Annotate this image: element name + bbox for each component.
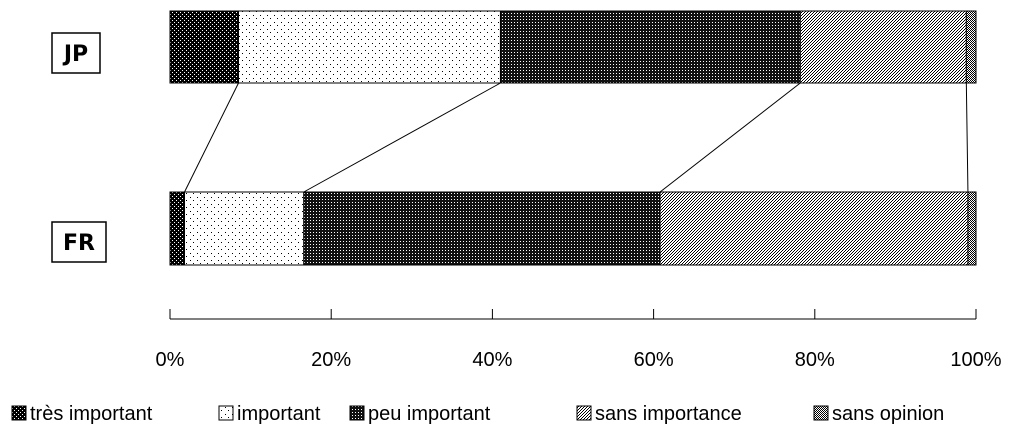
- bar-fr-peu-important: [303, 191, 661, 266]
- legend-swatch-important: [218, 405, 234, 421]
- row-label-box-fr: FR: [51, 221, 107, 263]
- x-tick-label: 0%: [156, 349, 185, 371]
- connector-line: [659, 82, 801, 193]
- category-label-fr: FR: [63, 231, 95, 256]
- bars-group: [169, 10, 977, 266]
- bar-fr-sans-opinion: [967, 191, 977, 266]
- x-tick-label: 40%: [472, 349, 512, 371]
- bar-fr-sans-importance: [659, 191, 969, 266]
- x-tick-label: 20%: [311, 349, 351, 371]
- legend-swatch-sans-importance: [576, 405, 592, 421]
- row-label-box-jp: JP: [51, 32, 101, 74]
- x-tick-label: 80%: [795, 349, 835, 371]
- legend: très important important peu important sans…: [11, 403, 944, 425]
- legend-label-sans-importance: sans importance: [595, 403, 742, 425]
- legend-label-peu-important: peu important: [368, 403, 491, 425]
- legend-swatch-tres-important: [11, 405, 27, 421]
- legend-label-important: important: [237, 403, 321, 425]
- bar-jp-sans-opinion: [965, 10, 977, 84]
- series-connector-lines: [184, 82, 969, 193]
- bar-fr-tres-important: [169, 191, 186, 266]
- bar-jp-tres-important: [169, 10, 240, 84]
- legend-swatch-peu-important: [349, 405, 365, 421]
- x-axis-ticks: 0% 20% 40% 60% 80% 100%: [156, 309, 1002, 371]
- connector-line: [303, 82, 501, 193]
- legend-swatch-sans-opinion: [813, 405, 829, 421]
- connector-line: [965, 82, 969, 193]
- bar-fr-important: [184, 191, 305, 266]
- category-label-jp: JP: [62, 42, 88, 67]
- bar-jp-sans-importance: [799, 10, 967, 84]
- bar-jp-important: [238, 10, 501, 84]
- bar-jp-peu-important: [499, 10, 801, 84]
- legend-label-tres-important: très important: [30, 403, 153, 425]
- legend-label-sans-opinion: sans opinion: [832, 403, 944, 425]
- x-tick-label: 60%: [634, 349, 674, 371]
- connector-line: [184, 82, 239, 193]
- x-tick-label: 100%: [950, 349, 1001, 371]
